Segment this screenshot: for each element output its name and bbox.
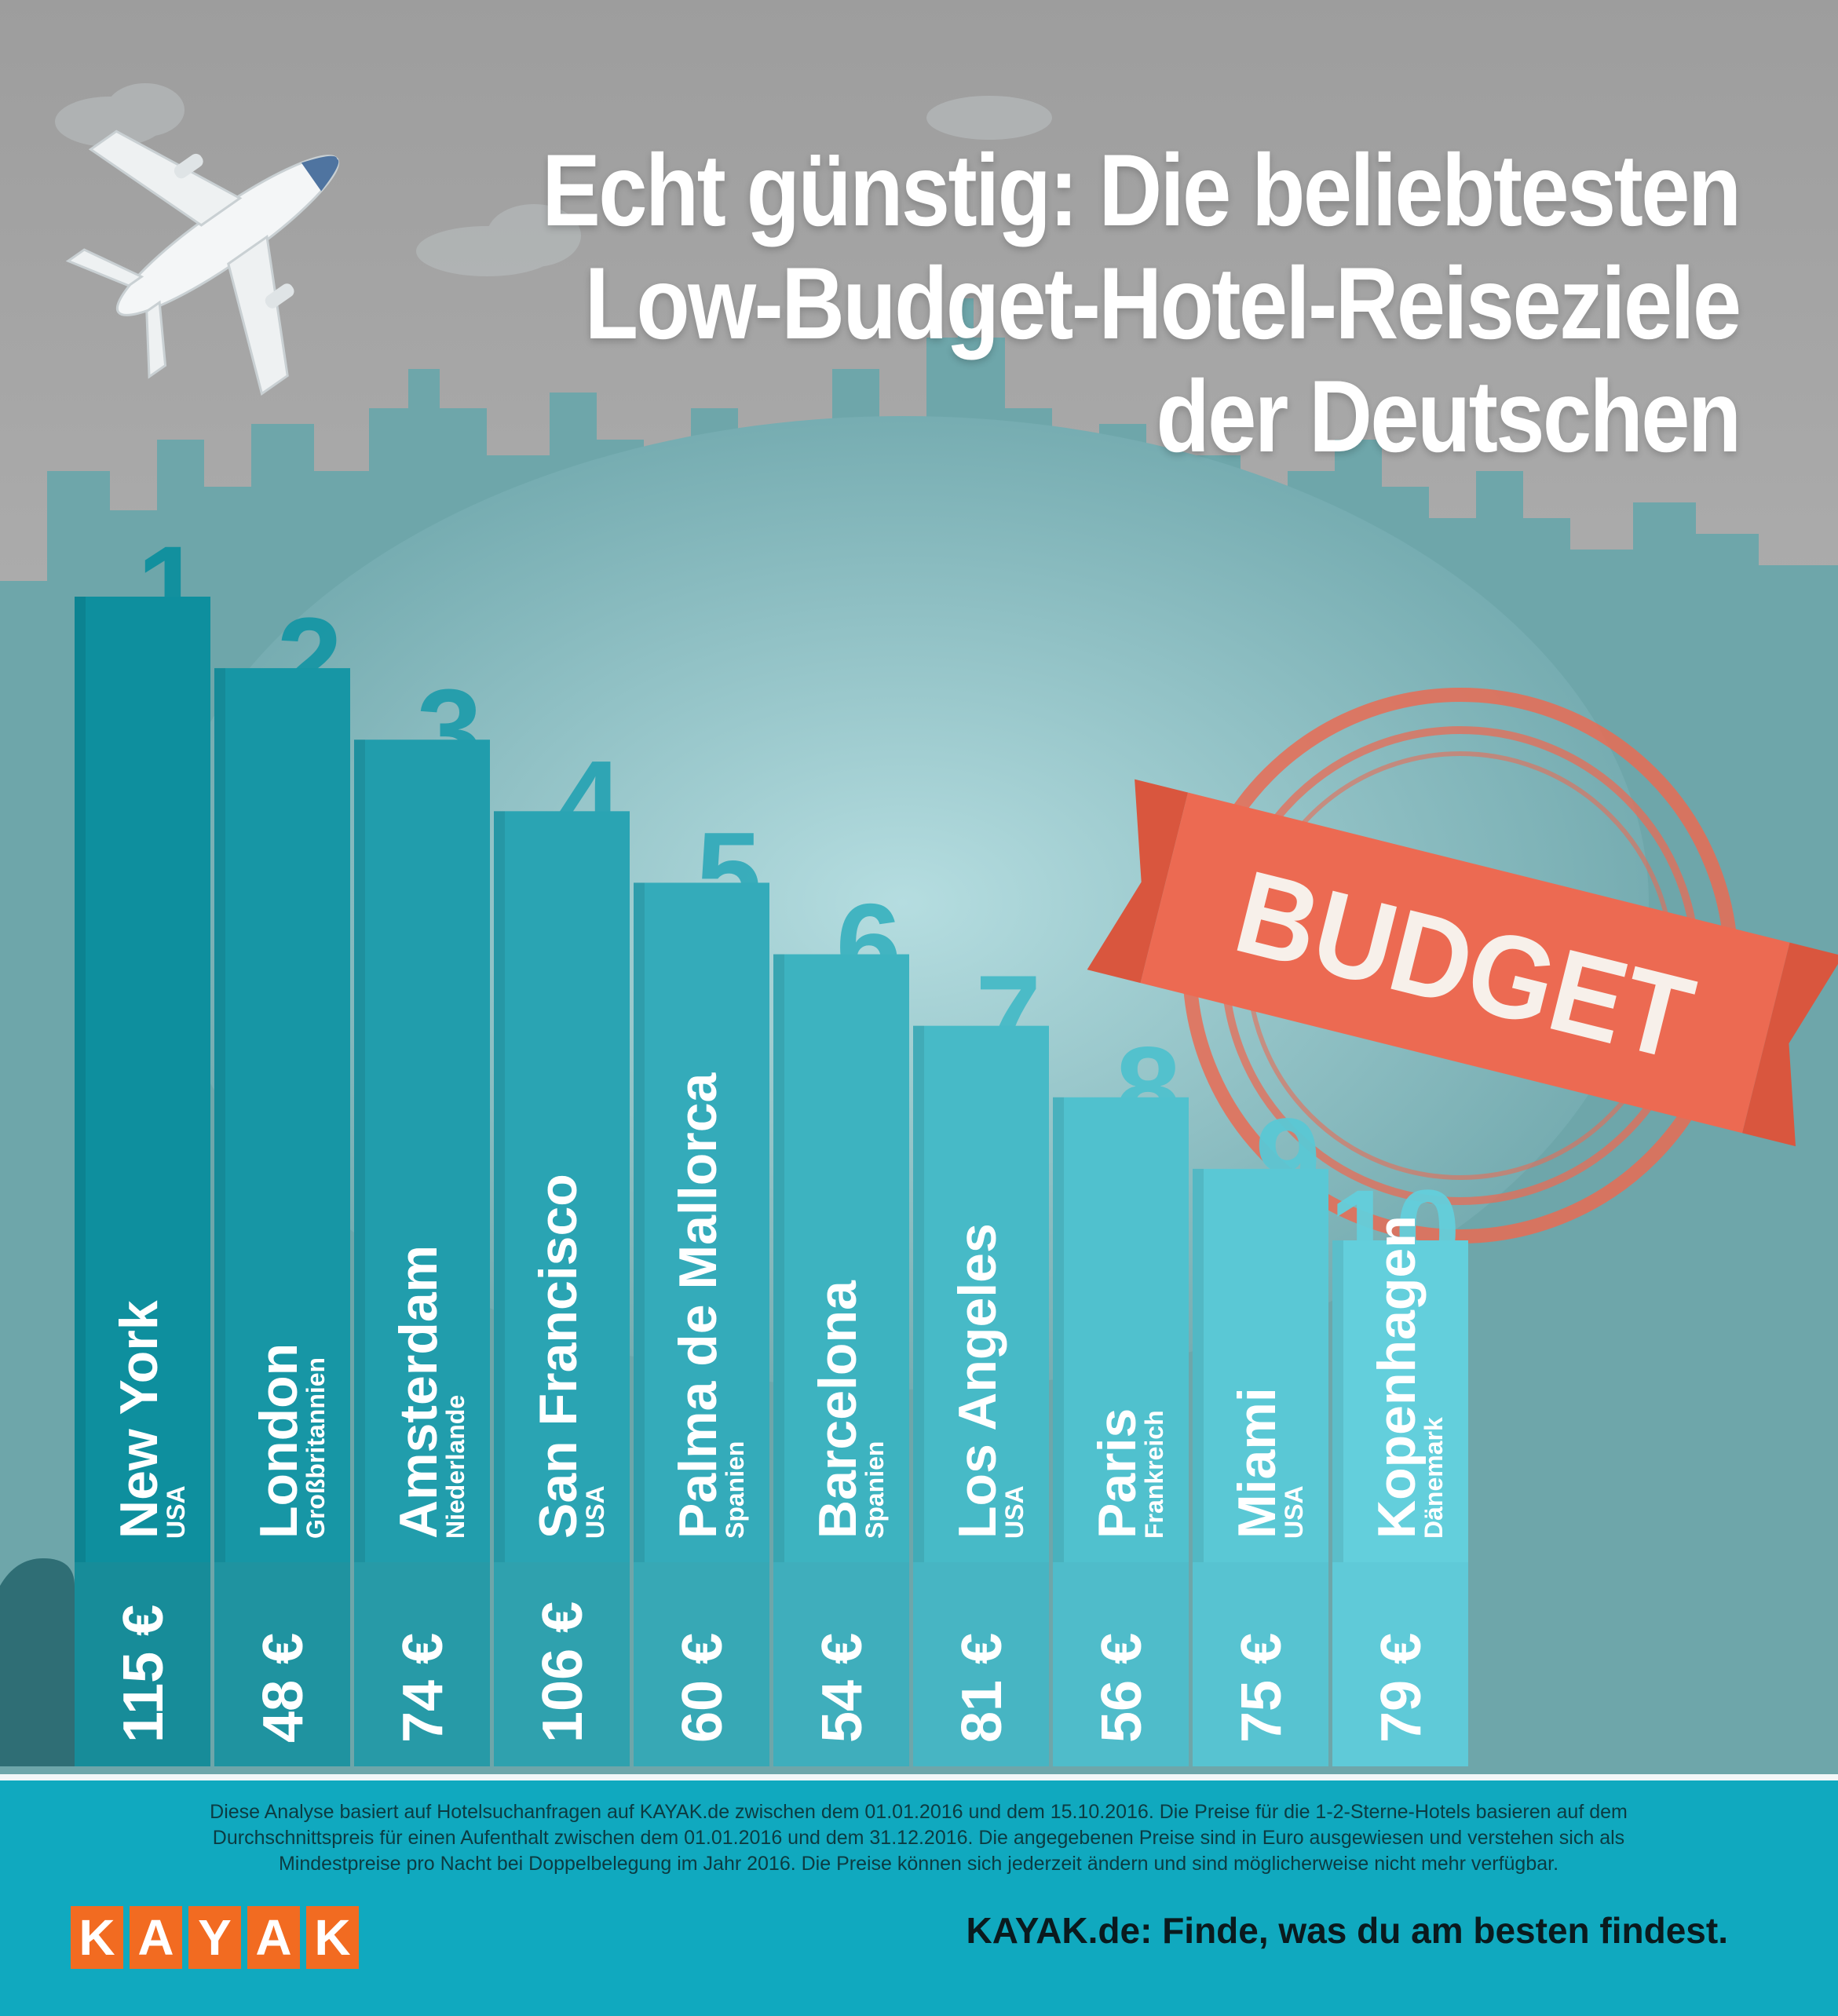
bar-shade-london xyxy=(214,668,225,1562)
country-name-los-angeles: USA xyxy=(1000,1485,1029,1539)
country-name-palma-de-mallorca: Spanien xyxy=(721,1441,749,1539)
methodology-note: Diese Analyse basiert auf Hotelsuchanfra… xyxy=(71,1799,1767,1877)
country-name-amsterdam: Niederlande xyxy=(441,1395,470,1539)
price-cell-barcelona xyxy=(773,1562,909,1766)
logo-letter-y: Y xyxy=(188,1906,241,1969)
city-name-new-york: New York xyxy=(109,1300,169,1539)
note-line-3: Mindestpreise pro Nacht bei Doppelbelegu… xyxy=(278,1853,1559,1875)
bar-shade-kopenhagen xyxy=(1332,1240,1343,1562)
city-name-palma-de-mallorca: Palma de Mallorca xyxy=(668,1072,728,1539)
headline-line-1: Echt günstig: Die beliebtesten xyxy=(542,133,1742,247)
price-label-amsterdam: 74 € xyxy=(392,1633,455,1743)
price-cell-miami xyxy=(1193,1562,1328,1766)
price-label-paris: 56 € xyxy=(1091,1633,1153,1743)
city-name-san-francisco: San Francisco xyxy=(528,1174,588,1539)
bar-amsterdam xyxy=(354,740,490,1563)
bar-los-angeles xyxy=(913,1025,1049,1562)
city-name-los-angeles: Los Angeles xyxy=(948,1223,1007,1539)
city-name-barcelona: Barcelona xyxy=(808,1280,868,1539)
logo-letter-k2: K xyxy=(306,1906,359,1969)
bar-shade-new-york xyxy=(75,597,86,1562)
city-name-amsterdam: Amsterdam xyxy=(389,1245,448,1539)
bar-new-york xyxy=(75,597,210,1562)
footer-band xyxy=(0,1774,1838,2016)
note-line-2: Durchschnittspreis für einen Aufenthalt … xyxy=(212,1827,1625,1849)
price-label-san-francisco: 106 € xyxy=(532,1601,594,1743)
bar-palma-de-mallorca xyxy=(634,882,769,1562)
price-cell-amsterdam xyxy=(354,1562,490,1766)
logo-letter-a1: A xyxy=(130,1906,182,1969)
bar-shade-amsterdam xyxy=(354,740,365,1563)
country-name-paris: Frankreich xyxy=(1140,1410,1168,1539)
price-cell-los-angeles xyxy=(913,1562,1049,1766)
city-name-miami: Miami xyxy=(1227,1387,1287,1539)
logo-letter-a2: A xyxy=(247,1906,300,1969)
bar-shade-palma-de-mallorca xyxy=(634,882,645,1562)
airplane-icon xyxy=(65,130,340,396)
country-name-miami: USA xyxy=(1280,1485,1308,1539)
country-name-london: Großbritannien xyxy=(301,1357,330,1539)
price-cell-london xyxy=(214,1562,350,1766)
price-cell-palma-de-mallorca xyxy=(634,1562,769,1766)
bar-miami xyxy=(1193,1168,1328,1562)
bar-paris xyxy=(1053,1097,1189,1562)
bar-kopenhagen xyxy=(1332,1240,1468,1562)
bar-shade-san-francisco xyxy=(494,811,505,1562)
bar-shade-miami xyxy=(1193,1168,1204,1562)
price-label-new-york: 115 € xyxy=(112,1605,175,1743)
headline-line-2: Low-Budget-Hotel-Reiseziele xyxy=(585,246,1741,360)
country-name-kopenhagen: Dänemark xyxy=(1420,1417,1448,1539)
price-label-kopenhagen: 79 € xyxy=(1370,1633,1433,1743)
headline: Echt günstig: Die beliebtesten Low-Budge… xyxy=(542,133,1742,473)
logo-letter-k1: K xyxy=(71,1906,123,1969)
price-label-miami: 75 € xyxy=(1230,1633,1293,1743)
price-label-palma-de-mallorca: 60 € xyxy=(671,1633,734,1743)
country-name-new-york: USA xyxy=(162,1485,190,1539)
clouds xyxy=(55,83,1052,276)
bar-barcelona xyxy=(773,954,909,1562)
bar-san-francisco xyxy=(494,811,630,1562)
price-cell-san-francisco xyxy=(494,1562,630,1766)
ribbon-curl xyxy=(0,1558,75,1766)
city-name-kopenhagen: Kopenhagen xyxy=(1367,1215,1427,1539)
price-cell-paris xyxy=(1053,1562,1189,1766)
city-name-paris: Paris xyxy=(1087,1408,1147,1539)
price-cell-kopenhagen xyxy=(1332,1562,1468,1766)
bar-london xyxy=(214,668,350,1562)
bar-shade-paris xyxy=(1053,1097,1064,1562)
city-name-london: London xyxy=(249,1343,309,1539)
country-name-barcelona: Spanien xyxy=(861,1441,889,1539)
slogan: KAYAK.de: Finde, was du am besten findes… xyxy=(966,1910,1728,1951)
price-label-los-angeles: 81 € xyxy=(951,1633,1014,1743)
price-label-london: 48 € xyxy=(252,1633,315,1743)
price-cell-new-york xyxy=(75,1562,210,1766)
headline-line-3: der Deutschen xyxy=(1156,359,1742,473)
bar-shade-barcelona xyxy=(773,954,784,1562)
bar-shade-los-angeles xyxy=(913,1025,924,1562)
kayak-logo[interactable]: K A Y A K xyxy=(71,1906,359,1969)
country-name-san-francisco: USA xyxy=(581,1485,609,1539)
note-line-1: Diese Analyse basiert auf Hotelsuchanfra… xyxy=(210,1801,1628,1823)
price-label-barcelona: 54 € xyxy=(811,1633,874,1743)
